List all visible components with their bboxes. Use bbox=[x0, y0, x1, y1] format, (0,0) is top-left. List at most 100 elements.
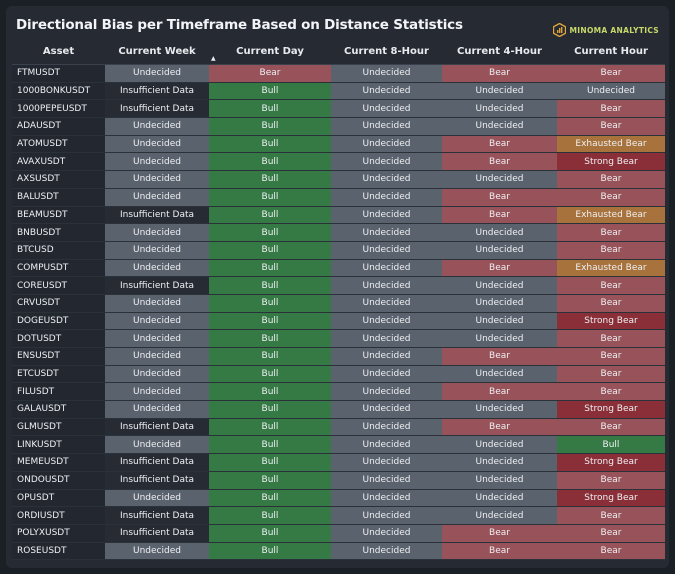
eight-hour-cell: Undecided bbox=[331, 418, 442, 437]
asset-cell: COREUSDT bbox=[12, 276, 105, 295]
asset-cell: BNBUSDT bbox=[12, 223, 105, 242]
table-row[interactable]: COMPUSDT Undecided Bull Undecided Bear Exhaus… bbox=[12, 259, 665, 278]
table-row[interactable]: DOTUSDT Undecided Bull Undecided Undecided Be… bbox=[12, 329, 665, 348]
page-title: Directional Bias per Timeframe Based on … bbox=[16, 17, 463, 33]
hour-cell: Bear bbox=[557, 471, 665, 490]
day-cell: Bull bbox=[209, 312, 331, 331]
four-hour-cell: Bear bbox=[442, 64, 557, 83]
column-header-8hour[interactable]: Current 8-Hour bbox=[331, 39, 442, 65]
sort-ascending-icon: ▲ bbox=[211, 55, 216, 62]
table-row[interactable]: ORDIUSDT Insufficient Data Bull Undecided Un… bbox=[12, 506, 665, 525]
hour-cell: Undecided bbox=[557, 82, 665, 101]
week-cell: Undecided bbox=[105, 170, 209, 189]
eight-hour-cell: Undecided bbox=[331, 506, 442, 525]
hour-cell: Bear bbox=[557, 506, 665, 525]
asset-cell: AXSUSDT bbox=[12, 170, 105, 189]
column-header-hour[interactable]: Current Hour bbox=[557, 39, 665, 65]
asset-cell: GALAUSDT bbox=[12, 400, 105, 419]
day-cell: Bull bbox=[209, 170, 331, 189]
table-row[interactable]: LINKUSDT Undecided Bull Undecided Undecided B… bbox=[12, 435, 665, 455]
four-hour-cell: Bear bbox=[442, 152, 557, 172]
table-row[interactable]: 1000PEPEUSDT Insufficient Data Bull Undecid… bbox=[12, 99, 665, 119]
asset-cell: 1000PEPEUSDT bbox=[12, 99, 105, 119]
column-header-week[interactable]: Current Week bbox=[105, 39, 209, 65]
table-row[interactable]: BALUSDT Undecided Bull Undecided Bear Bear bbox=[12, 188, 665, 207]
day-cell: Bull bbox=[209, 259, 331, 278]
table-row[interactable]: BNBUSDT Undecided Bull Undecided Undecided Be… bbox=[12, 223, 665, 242]
eight-hour-cell: Undecided bbox=[331, 435, 442, 455]
asset-cell: POLYXUSDT bbox=[12, 524, 105, 543]
eight-hour-cell: Undecided bbox=[331, 170, 442, 189]
table-row[interactable]: AVAXUSDT Undecided Bull Undecided Bear Strong… bbox=[12, 152, 665, 172]
table-row[interactable]: GLMUSDT Insufficient Data Bull Undecided Bea… bbox=[12, 418, 665, 437]
asset-cell: ENSUSDT bbox=[12, 347, 105, 366]
week-cell: Insufficient Data bbox=[105, 418, 209, 437]
column-header-day[interactable]: Current Day ▲ bbox=[209, 39, 331, 65]
table-row[interactable]: FILUSDT Undecided Bull Undecided Bear Bear bbox=[12, 382, 665, 402]
bias-table: Asset Current Week Current Day ▲ Current … bbox=[12, 39, 665, 561]
asset-cell: BTCUSD bbox=[12, 241, 105, 260]
week-cell: Undecided bbox=[105, 542, 209, 561]
table-row[interactable]: GALAUSDT Undecided Bull Undecided Undecided S… bbox=[12, 400, 665, 419]
week-cell: Insufficient Data bbox=[105, 506, 209, 525]
table-row[interactable]: ETCUSDT Undecided Bull Undecided Undecided Be… bbox=[12, 365, 665, 384]
asset-cell: 1000BONKUSDT bbox=[12, 82, 105, 101]
hour-cell: Bear bbox=[557, 418, 665, 437]
eight-hour-cell: Undecided bbox=[331, 294, 442, 313]
week-cell: Undecided bbox=[105, 152, 209, 172]
table-row[interactable]: ATOMUSDT Undecided Bull Undecided Bear Exhaus… bbox=[12, 135, 665, 154]
table-row[interactable]: MEMEUSDT Insufficient Data Bull Undecided Un… bbox=[12, 453, 665, 472]
table-row[interactable]: BEAMUSDT Insufficient Data Bull Undecided Be… bbox=[12, 206, 665, 225]
week-cell: Insufficient Data bbox=[105, 453, 209, 472]
hour-cell: Bear bbox=[557, 276, 665, 295]
table-row[interactable]: CRVUSDT Undecided Bull Undecided Undecided Be… bbox=[12, 294, 665, 313]
four-hour-cell: Bear bbox=[442, 135, 557, 154]
week-cell: Insufficient Data bbox=[105, 99, 209, 119]
hour-cell: Bear bbox=[557, 170, 665, 189]
asset-cell: OPUSDT bbox=[12, 489, 105, 508]
week-cell: Undecided bbox=[105, 294, 209, 313]
day-cell: Bull bbox=[209, 188, 331, 207]
hour-cell: Strong Bear bbox=[557, 400, 665, 419]
table-row[interactable]: ADAUSDT Undecided Bull Undecided Undecided Be… bbox=[12, 117, 665, 136]
day-cell: Bull bbox=[209, 82, 331, 101]
hour-cell: Bear bbox=[557, 382, 665, 402]
four-hour-cell: Undecided bbox=[442, 223, 557, 242]
day-cell: Bull bbox=[209, 329, 331, 348]
week-cell: Undecided bbox=[105, 400, 209, 419]
table-row[interactable]: ROSEUSDT Undecided Bull Undecided Bear Bear bbox=[12, 542, 665, 561]
column-header-4hour[interactable]: Current 4-Hour bbox=[442, 39, 557, 65]
table-row[interactable]: ENSUSDT Undecided Bull Undecided Bear Bear bbox=[12, 347, 665, 366]
column-header-asset[interactable]: Asset bbox=[12, 39, 105, 65]
eight-hour-cell: Undecided bbox=[331, 524, 442, 543]
week-cell: Insufficient Data bbox=[105, 471, 209, 490]
hour-cell: Bear bbox=[557, 188, 665, 207]
table-row[interactable]: COREUSDT Insufficient Data Bull Undecided Un… bbox=[12, 276, 665, 295]
eight-hour-cell: Undecided bbox=[331, 312, 442, 331]
four-hour-cell: Bear bbox=[442, 188, 557, 207]
table-row[interactable]: BTCUSD Undecided Bull Undecided Undecided Bea… bbox=[12, 241, 665, 260]
table-row[interactable]: 1000BONKUSDT Insufficient Data Bull Undecid… bbox=[12, 82, 665, 101]
table-row[interactable]: DOGEUSDT Undecided Bull Undecided Undecided S… bbox=[12, 312, 665, 331]
table-row[interactable]: POLYXUSDT Insufficient Data Bull Undecided B… bbox=[12, 524, 665, 543]
dashboard-panel: Directional Bias per Timeframe Based on … bbox=[6, 6, 669, 568]
day-cell: Bull bbox=[209, 117, 331, 136]
eight-hour-cell: Undecided bbox=[331, 82, 442, 101]
table-row[interactable]: FTMUSDT Undecided Bear Undecided Bear Bear bbox=[12, 64, 665, 83]
table-row[interactable]: AXSUSDT Undecided Bull Undecided Undecided Be… bbox=[12, 170, 665, 189]
week-cell: Insufficient Data bbox=[105, 524, 209, 543]
asset-cell: BEAMUSDT bbox=[12, 206, 105, 225]
eight-hour-cell: Undecided bbox=[331, 206, 442, 225]
table-row[interactable]: ONDOUSDT Insufficient Data Bull Undecided Un… bbox=[12, 471, 665, 490]
asset-cell: ONDOUSDT bbox=[12, 471, 105, 490]
four-hour-cell: Bear bbox=[442, 524, 557, 543]
hour-cell: Bear bbox=[557, 294, 665, 313]
four-hour-cell: Undecided bbox=[442, 400, 557, 419]
hour-cell: Bear bbox=[557, 524, 665, 543]
week-cell: Insufficient Data bbox=[105, 276, 209, 295]
week-cell: Undecided bbox=[105, 135, 209, 154]
four-hour-cell: Undecided bbox=[442, 99, 557, 119]
table-row[interactable]: OPUSDT Undecided Bull Undecided Undecided Str… bbox=[12, 489, 665, 508]
eight-hour-cell: Undecided bbox=[331, 152, 442, 172]
table-header-row: Asset Current Week Current Day ▲ Current … bbox=[12, 39, 665, 65]
